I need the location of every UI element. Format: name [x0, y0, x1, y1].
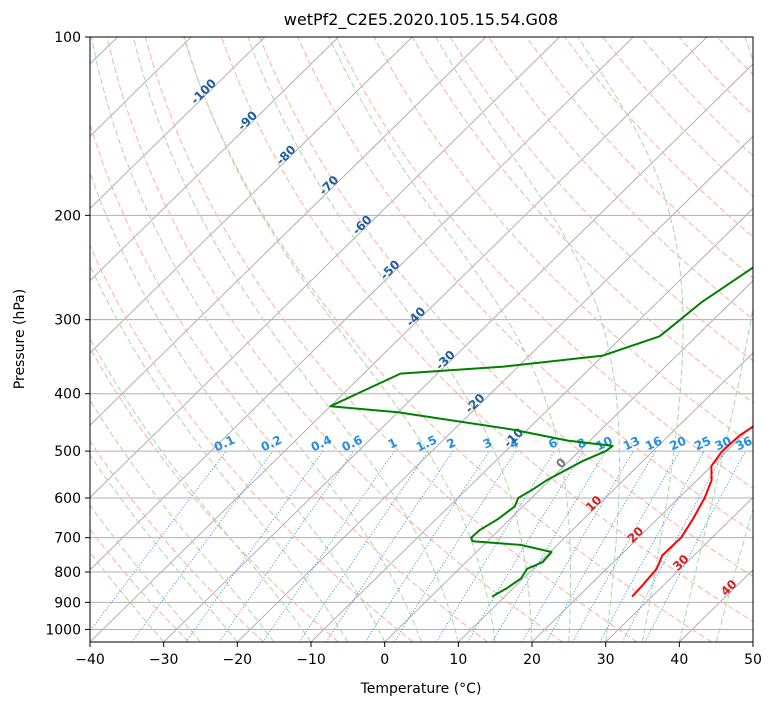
isotherm-line: [605, 496, 753, 642]
dewpoint-profile-line: [329, 266, 753, 598]
isotherm-line: [531, 424, 753, 642]
x-axis-label: Temperature (°C): [360, 681, 482, 697]
dry-adiabat-line: [90, 346, 339, 642]
y-axis-label: Pressure (hPa): [12, 289, 28, 389]
moist-adiabat-line: [91, 37, 422, 642]
dry-adiabat-line: [259, 37, 753, 577]
dry-adiabat-line: [335, 37, 753, 489]
isotherm-line: [310, 207, 753, 642]
chart-title: wetPf2_C2E5.2020.105.15.54.G08: [284, 10, 558, 30]
x-tick-label: 40: [670, 652, 688, 668]
isotherm-line: [90, 37, 708, 642]
y-tick-label: 400: [54, 387, 81, 403]
isotherm-line: [90, 37, 413, 354]
moist-adiabat-line: [577, 37, 684, 642]
dry-adiabat-line: [144, 37, 638, 642]
mixing-ratio-line: [218, 450, 355, 642]
x-tick-label: 30: [597, 652, 615, 668]
moist-adiabat-line: [328, 37, 572, 642]
x-tick-label: 20: [523, 652, 541, 668]
y-tick-label: 900: [54, 595, 81, 611]
y-tick-label: 200: [54, 208, 81, 224]
dry-adiabat-line: [90, 122, 488, 642]
dry-adiabat-line: [373, 37, 753, 446]
moist-adiabat-line: [435, 37, 620, 642]
plot-frame: [89, 36, 754, 643]
mixing-ratio-label: 36: [733, 434, 754, 454]
dry-adiabat-line: [106, 37, 563, 642]
moist-adiabat-line: [247, 37, 533, 642]
y-tick-label: 500: [54, 444, 81, 460]
x-tick-label: −30: [149, 652, 179, 668]
dry-adiabat-line: [90, 528, 190, 642]
mixing-ratio-label: 16: [643, 434, 664, 454]
mixing-ratio-line: [298, 450, 429, 642]
x-tick-label: −40: [75, 652, 105, 668]
mixing-ratio-line: [467, 450, 584, 642]
y-tick-label: 100: [54, 30, 81, 46]
moist-adiabat-line: [132, 37, 459, 642]
mixing-ratio-line: [572, 450, 681, 642]
moist-adiabat-line: [90, 551, 165, 642]
isotherm-line: [384, 280, 753, 642]
y-tick-label: 700: [54, 531, 81, 547]
moist-adiabat-line: [90, 264, 349, 642]
mixing-ratio-label: 20: [667, 434, 688, 454]
dry-adiabat-line: [182, 37, 712, 642]
moist-adiabat-line: [183, 37, 496, 642]
dry-adiabat-line: [90, 440, 264, 642]
mixing-ratio-line: [435, 450, 556, 642]
isotherm-line: [163, 63, 753, 642]
isotherm-line: [457, 352, 753, 642]
mixing-ratio-line: [393, 450, 517, 642]
isotherm-line: [90, 37, 634, 571]
mixing-ratio-line: [364, 450, 490, 642]
mixing-ratio-label: 25: [692, 434, 713, 454]
isotherm-line: [90, 37, 266, 210]
x-tick-label: 10: [449, 652, 467, 668]
moist-adiabat-line: [90, 453, 238, 642]
dry-adiabat-line: [90, 244, 414, 642]
dry-adiabat-line: [487, 37, 753, 320]
moist-adiabat-line: [90, 504, 201, 642]
dry-adiabat-line: [297, 37, 753, 533]
x-tick-label: −20: [223, 652, 253, 668]
y-tick-label: 1000: [45, 622, 81, 638]
isotherm-line: [90, 37, 560, 499]
y-tick-label: 300: [54, 313, 81, 329]
y-tick-label: 600: [54, 491, 81, 507]
moist-adiabat-line: [90, 171, 386, 642]
temperature-profile-line: [631, 425, 753, 598]
mixing-ratio-line: [644, 450, 746, 642]
mixing-ratio-line: [131, 450, 274, 642]
mixing-ratio-line: [521, 450, 634, 642]
isotherm-line: [236, 135, 753, 642]
y-tick-label: 800: [54, 565, 81, 581]
x-tick-label: −10: [296, 652, 326, 668]
x-tick-label: 50: [744, 652, 762, 668]
mixing-ratio-label: 30: [713, 434, 734, 454]
x-tick-label: 0: [380, 652, 389, 668]
dry-adiabat-line: [221, 37, 753, 623]
mixing-ratio-label: 13: [621, 434, 642, 454]
isotherm-line: [90, 37, 339, 282]
moist-adiabat-line: [90, 399, 275, 642]
mixing-ratio-line: [325, 450, 454, 642]
